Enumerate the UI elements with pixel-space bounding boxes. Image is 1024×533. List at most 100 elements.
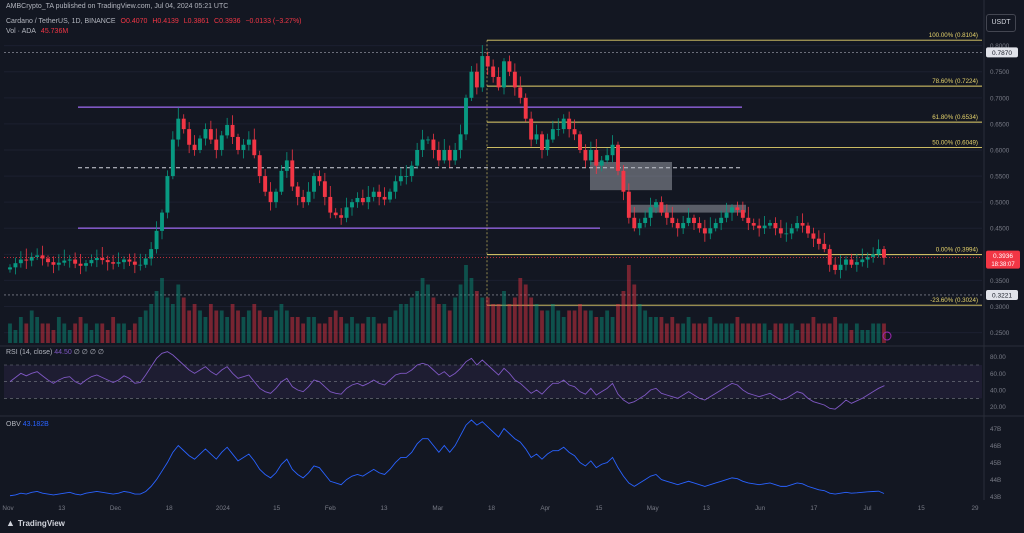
volume-bar: [474, 291, 479, 343]
candle-body: [8, 267, 12, 270]
candle-body: [572, 129, 577, 135]
volume-bar: [545, 310, 550, 343]
volume-bar: [230, 304, 235, 343]
candle-body: [388, 191, 392, 200]
price-tick-label: 0.2500: [990, 330, 1010, 337]
volume-bar: [529, 297, 534, 343]
time-tick-label: 17: [810, 505, 818, 512]
volume-bar: [442, 304, 447, 343]
candle-body: [453, 149, 458, 161]
obv-label[interactable]: OBV: [6, 421, 21, 428]
price-tick-label: 0.7000: [990, 95, 1010, 102]
tradingview-logo[interactable]: ▲ TradingView: [6, 518, 65, 528]
volume-bar: [822, 323, 827, 343]
rsi-label[interactable]: RSI (14, close): [6, 349, 53, 356]
volume-bar: [605, 310, 610, 343]
time-tick-label: Jun: [755, 505, 766, 512]
volume-bar: [312, 317, 316, 343]
fib-level-label: 61.80% (0.6534): [932, 114, 978, 121]
candle-body: [268, 191, 273, 203]
candle-body: [713, 223, 718, 229]
candle-body: [295, 186, 300, 197]
volume-bar: [176, 284, 181, 343]
candle-body: [78, 263, 83, 266]
candle-body: [610, 144, 615, 156]
volume-bar: [751, 323, 756, 343]
candle-body: [317, 176, 322, 182]
volume-bar: [534, 304, 539, 343]
volume-bar: [290, 317, 295, 343]
volume-bar: [464, 265, 468, 343]
candle-body: [350, 202, 354, 208]
obv-value: 43.182B: [22, 421, 49, 428]
candle-body: [751, 223, 756, 226]
volume-bar: [241, 317, 246, 343]
candle-body: [833, 264, 838, 270]
time-tick-label: Apr: [540, 505, 550, 512]
fib-level-label: 50.00% (0.6049): [932, 139, 978, 146]
candle-body: [241, 144, 246, 150]
volume-bar: [78, 317, 83, 343]
volume-bar: [599, 317, 604, 343]
volume-bar: [697, 323, 702, 343]
candle-body: [626, 191, 631, 218]
volume-bar: [398, 304, 403, 343]
rsi-legend: RSI (14, close) 44.50 ∅ ∅ ∅ ∅: [6, 348, 104, 356]
candle-body: [322, 181, 327, 197]
volume-label[interactable]: Vol · ADA: [6, 28, 36, 35]
candle-body: [160, 212, 164, 231]
obv-tick-label: 44B: [990, 477, 1001, 484]
candle-body: [637, 223, 642, 229]
candle-body: [811, 233, 816, 239]
fib-level-label: 100.00% (0.8104): [929, 32, 978, 39]
candle-body: [415, 149, 420, 166]
candle-body: [643, 217, 648, 224]
volume-bar: [740, 323, 745, 343]
volume-bar: [295, 317, 300, 343]
candle-body: [654, 202, 658, 208]
volume-bar: [746, 323, 751, 343]
candle-body: [116, 262, 121, 264]
candle-body: [404, 176, 409, 177]
volume-bar: [453, 297, 458, 343]
candle-body: [252, 139, 257, 156]
candle-body: [301, 196, 306, 203]
candle-body: [860, 259, 865, 263]
candle-body: [882, 249, 886, 258]
candle-body: [724, 212, 729, 218]
candle-body: [757, 225, 762, 229]
volume-bar: [149, 304, 154, 343]
time-tick-label: Nov: [2, 505, 14, 512]
volume-bar: [236, 310, 240, 343]
obv-line: [9, 419, 885, 497]
currency-button[interactable]: USDT: [986, 14, 1016, 32]
obv-legend: OBV 43.182B: [6, 421, 49, 428]
candle-body: [616, 144, 620, 171]
price-tick-label: 0.3000: [990, 304, 1010, 311]
candle-body: [464, 97, 468, 135]
candle-body: [681, 223, 686, 229]
candle-body: [762, 225, 767, 229]
volume-bar: [225, 317, 230, 343]
candle-body: [409, 165, 414, 177]
volume-bar: [344, 323, 349, 343]
volume-bar: [100, 323, 105, 343]
volume-bar: [274, 310, 278, 343]
candle-body: [436, 149, 441, 161]
volume-value: 45.736M: [40, 28, 69, 35]
candle-body: [84, 263, 88, 266]
volume-bar: [871, 323, 876, 343]
volume-bar: [143, 310, 148, 343]
symbol-name[interactable]: Cardano / TetherUS, 1D, BINANCE: [6, 18, 116, 25]
candle-body: [165, 176, 170, 213]
candle-body: [246, 139, 251, 145]
candle-body: [398, 176, 403, 182]
price-change: −0.0133 (−3.27%): [245, 18, 302, 25]
candle-body: [778, 228, 783, 234]
volume-legend: Vol · ADA 45.736M: [6, 28, 71, 35]
volume-bar: [485, 297, 490, 343]
volume-bar: [610, 317, 615, 343]
candle-body: [35, 255, 40, 257]
candle-body: [94, 257, 99, 261]
